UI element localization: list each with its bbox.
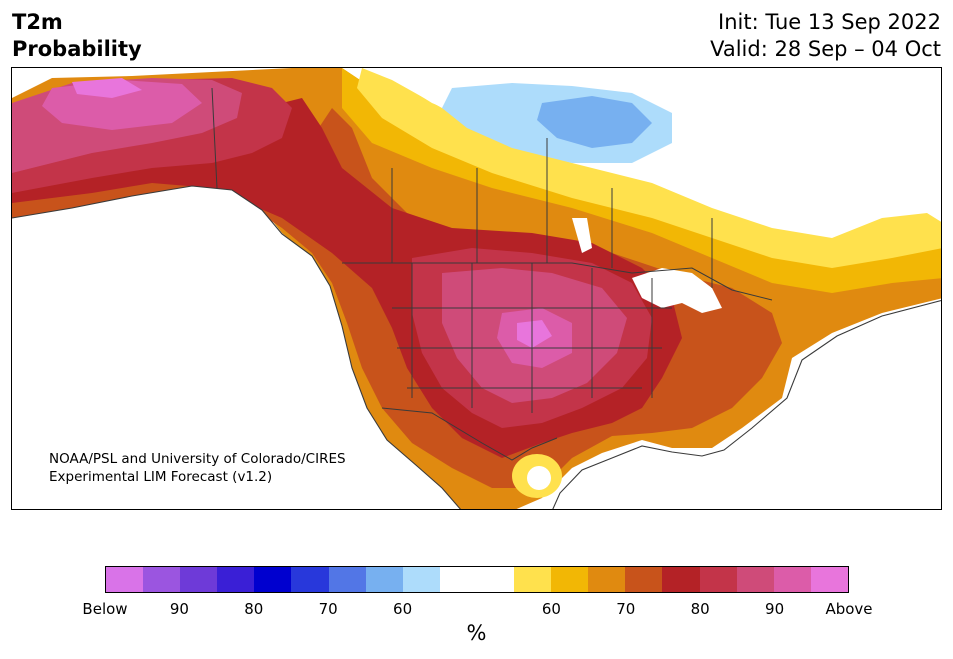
pacific-ocean [12, 186, 461, 509]
title-line-1: T2m [12, 10, 63, 34]
colorbar-segment [106, 567, 144, 592]
map-panel: NOAA/PSL and University of Colorado/CIRE… [11, 67, 942, 510]
gold-band [342, 68, 941, 293]
colorbar-segment [254, 567, 292, 592]
colorbar-segment [180, 567, 218, 592]
colorbar-segment [699, 567, 737, 592]
gulf-water [612, 446, 722, 493]
province-lines [391, 138, 713, 288]
colorbar-tick-label: 90 [765, 600, 785, 618]
colorbar-tick-label: 80 [244, 600, 264, 618]
colorbar-tick-label: 90 [169, 600, 189, 618]
alaska-border [211, 87, 218, 189]
rose-zone [12, 78, 627, 403]
colorbar-tick-label: 70 [616, 600, 636, 618]
colorbar-tick-label: 70 [318, 600, 338, 618]
date-info: Init: Tue 13 Sep 2022 Valid: 28 Sep – 04… [710, 9, 941, 63]
colorbar-segment [402, 567, 440, 592]
great-lakes [632, 268, 722, 313]
probability-map [12, 68, 941, 509]
coast-east [552, 299, 941, 509]
colorbar-segment [291, 567, 329, 592]
credit-text: NOAA/PSL and University of Colorado/CIRE… [49, 450, 346, 486]
valid-date: Valid: 28 Sep – 04 Oct [710, 37, 941, 61]
yellow-band [357, 68, 941, 268]
colorbar-tick-label: Above [825, 600, 873, 618]
colorbar-segment [328, 567, 366, 592]
mexico-white-spot [527, 466, 551, 490]
coast-west [12, 185, 461, 509]
colorbar-tick-label: Below [82, 600, 128, 618]
political-borders [211, 87, 773, 461]
blue-zone [537, 96, 652, 148]
colorbar-segment [551, 567, 589, 592]
init-date: Init: Tue 13 Sep 2022 [718, 10, 941, 34]
colorbar-segment [662, 567, 700, 592]
colorbar-segment [217, 567, 255, 592]
colorbar-segment [514, 567, 552, 592]
colorbar-segment [439, 567, 477, 592]
canada-us-border [342, 262, 773, 301]
colorbar-segment [476, 567, 515, 592]
state-lines-1 [411, 263, 653, 413]
colorbar-unit: % [466, 621, 487, 645]
coastlines [12, 185, 941, 509]
colorbar-segment [588, 567, 626, 592]
colorbar-segment [365, 567, 403, 592]
colorbar-tick-label: 80 [690, 600, 710, 618]
credit-line-1: NOAA/PSL and University of Colorado/CIRE… [49, 451, 346, 467]
colorbar-tick-label: 60 [393, 600, 413, 618]
credit-line-2: Experimental LIM Forecast (v1.2) [49, 469, 273, 485]
colorbar [105, 566, 849, 593]
title-line-2: Probability [12, 37, 142, 61]
hudson-water [572, 218, 592, 253]
chart-title: T2m Probability [12, 9, 142, 63]
state-lines-2 [392, 307, 672, 389]
colorbar-segment [810, 567, 848, 592]
us-mexico-border [381, 407, 558, 461]
colorbar-segment [143, 567, 181, 592]
colorbar-segment [773, 567, 811, 592]
colorbar-ticks: Below 90 80 70 60 60 70 80 90 Above [82, 600, 872, 620]
colorbar-tick-label: 60 [541, 600, 561, 618]
colorbar-segment [736, 567, 774, 592]
colorbar-segment [625, 567, 663, 592]
